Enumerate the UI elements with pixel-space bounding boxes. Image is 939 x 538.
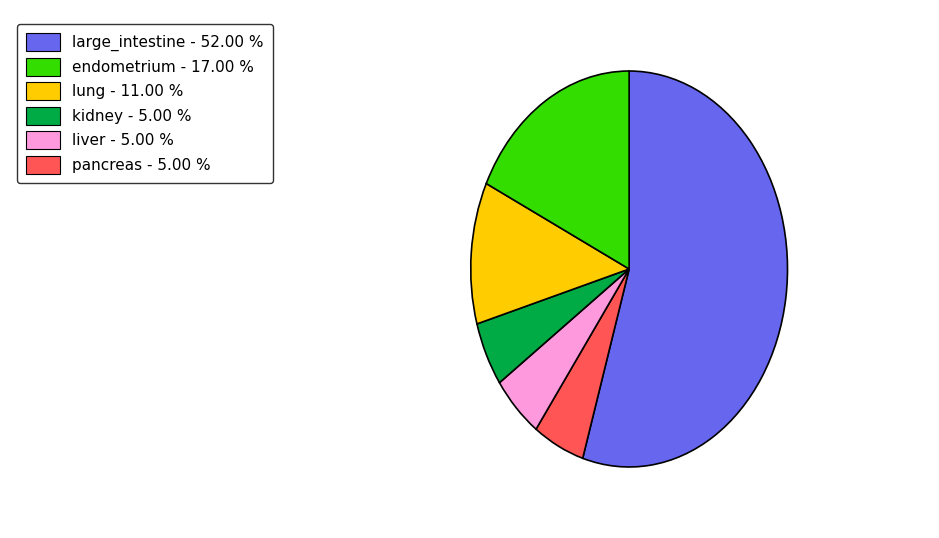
Wedge shape	[536, 269, 629, 458]
Wedge shape	[583, 71, 788, 467]
Wedge shape	[477, 269, 629, 383]
Wedge shape	[500, 269, 629, 429]
Wedge shape	[486, 71, 629, 269]
Legend: large_intestine - 52.00 %, endometrium - 17.00 %, lung - 11.00 %, kidney - 5.00 : large_intestine - 52.00 %, endometrium -…	[17, 24, 272, 183]
Wedge shape	[470, 183, 629, 324]
